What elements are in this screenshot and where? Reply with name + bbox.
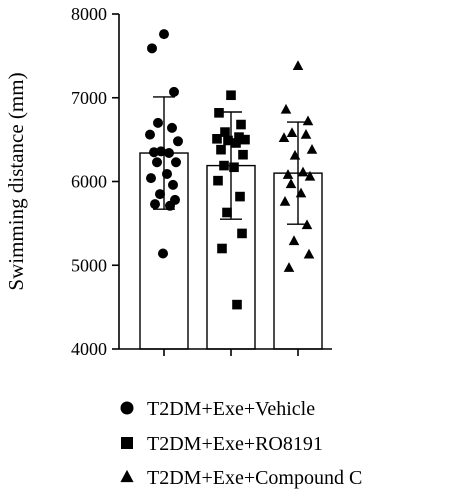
y-tick-label: 5000 xyxy=(71,255,107,275)
data-point xyxy=(217,243,227,254)
data-point xyxy=(278,132,290,143)
y-tick-label: 6000 xyxy=(71,172,107,192)
data-point xyxy=(220,127,230,137)
data-point xyxy=(158,248,168,259)
data-point xyxy=(149,147,159,158)
y-tick-label: 4000 xyxy=(71,339,107,359)
data-point xyxy=(279,195,291,206)
data-point xyxy=(286,127,298,138)
data-point xyxy=(231,138,241,148)
data-point xyxy=(222,207,232,218)
data-point xyxy=(236,119,246,130)
data-point xyxy=(152,157,162,168)
data-point xyxy=(285,178,297,189)
data-point xyxy=(168,179,178,190)
data-point xyxy=(165,200,175,211)
legend-label-2: T2DM+Exe+RO8191 xyxy=(147,433,323,455)
data-point xyxy=(282,169,294,179)
legend-marker-3 xyxy=(120,469,134,483)
plot-area: 4000 5000 6000 7000 8000 Swimming distance (m… xyxy=(4,4,332,359)
data-point xyxy=(306,144,318,154)
data-point xyxy=(147,43,157,54)
data-point xyxy=(214,108,224,118)
legend: T2DM+Exe+Vehicle T2DM+Exe+RO8191 T2DM+Exe+… xyxy=(120,398,362,489)
data-point xyxy=(292,60,304,71)
data-point xyxy=(223,135,233,146)
y-axis-label: Swimming distance (mm) xyxy=(4,72,28,290)
legend-marker-1 xyxy=(120,401,134,415)
y-tick-label: 7000 xyxy=(71,88,107,108)
data-point xyxy=(226,90,236,101)
data-point xyxy=(153,117,163,128)
data-point xyxy=(304,170,316,181)
data-point xyxy=(303,248,315,259)
data-point xyxy=(150,199,160,210)
data-point xyxy=(145,129,155,140)
data-point xyxy=(235,191,245,202)
data-point xyxy=(238,149,248,160)
data-point xyxy=(171,157,181,168)
data-point xyxy=(237,228,247,239)
data-point xyxy=(234,132,244,142)
data-point xyxy=(216,144,226,155)
data-point xyxy=(229,162,239,173)
data-point xyxy=(283,262,295,272)
data-point xyxy=(300,128,312,139)
legend-marker-2 xyxy=(121,437,133,449)
data-point xyxy=(212,133,222,144)
data-point xyxy=(167,122,177,133)
data-point xyxy=(280,103,292,114)
y-tick-label: 8000 xyxy=(71,4,107,24)
legend-label-1: T2DM+Exe+Vehicle xyxy=(147,398,315,420)
data-point xyxy=(173,136,183,147)
data-point xyxy=(240,134,250,145)
data-point xyxy=(159,29,169,40)
data-point xyxy=(219,160,229,171)
data-point xyxy=(213,175,223,186)
data-point xyxy=(302,115,314,126)
data-point xyxy=(169,86,179,97)
data-point xyxy=(297,166,309,177)
data-point xyxy=(155,189,165,200)
data-point xyxy=(232,299,242,310)
data-point xyxy=(146,173,156,184)
legend-label-3: T2DM+Exe+Compound C xyxy=(147,467,362,489)
data-point xyxy=(288,235,300,246)
data-point xyxy=(164,148,174,159)
